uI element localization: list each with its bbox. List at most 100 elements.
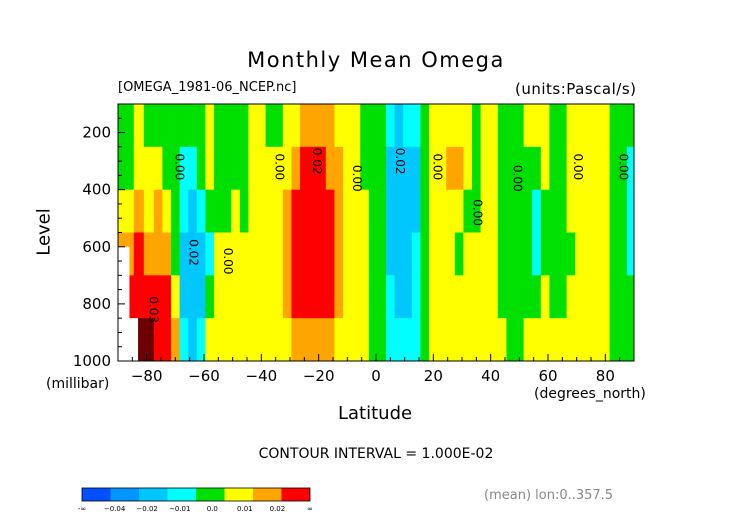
contour-cell [618,189,628,233]
contour-cell [506,146,516,191]
contour-cell [291,104,301,148]
contour-cell [351,146,361,191]
contour-cell [153,146,163,191]
contour-cell [343,104,353,148]
contour-cell [368,232,378,276]
contour-cell [214,104,224,148]
x-tick-label: 60 [538,367,557,385]
contour-cell [248,104,258,148]
contour-cell [214,189,224,233]
contour-cell [601,104,611,148]
contour-cell [248,146,258,191]
contour-cell [592,318,602,362]
contour-label: 0.00 [172,153,186,180]
contour-cell [583,104,593,148]
contour-cell [377,232,387,276]
contour-cell [257,232,267,276]
contour-cell [308,146,318,191]
contour-cell [411,146,421,191]
contour-cell [515,232,525,276]
contour-cell [239,232,249,276]
y-axis-units: (millibar) [46,376,110,392]
contour-cell [118,146,135,191]
contour-cell [171,318,181,362]
contour-cell [626,275,635,319]
contour-cell [403,275,413,319]
contour-cell [497,146,507,191]
contour-label: 0.00 [511,165,525,192]
contour-cell [300,146,310,191]
contour-cell [566,275,576,319]
contour-cell [575,104,585,148]
contour-cell [386,146,396,191]
contour-cell [429,232,439,276]
contour-label: 0.02 [393,148,407,175]
contour-cell [472,146,482,191]
contour-cell [368,318,378,362]
contour-cell [231,189,241,233]
contour-cell [377,318,387,362]
contour-cell [523,189,533,233]
contour-cell [282,189,292,233]
colorbar-label: −0.02 [136,505,157,513]
contour-cell [265,232,275,276]
y-tick-label: 400 [82,181,111,199]
contour-cell [515,146,525,191]
contour-cell [214,232,224,276]
contour-cell [411,104,421,148]
contour-cell [317,104,327,148]
contour-cell [171,232,181,276]
contour-cell [506,232,516,276]
contour-cell [566,232,576,276]
contour-cell [454,318,464,362]
contour-cell [300,232,310,276]
colorbar-label: 0.0 [207,505,218,513]
colorbar-swatch [139,488,168,501]
contour-cell [583,232,593,276]
contour-cell [601,189,611,233]
contour-cell [506,318,516,362]
contour-cell [360,104,370,148]
contour-cell [291,146,301,191]
contour-cell [583,189,593,233]
contour-cell [558,232,568,276]
y-tick-label: 600 [82,238,111,256]
contour-cell [171,146,181,191]
contour-cell [446,189,456,233]
contour-cell [179,189,189,233]
contour-cell [532,318,542,362]
contour-cell [205,146,215,191]
contour-cell [222,146,232,191]
contour-cell [411,275,421,319]
colorbar-label: ∞ [307,505,313,513]
contour-label: 0.02 [187,239,201,266]
contour-cell [446,275,456,319]
y-tick-label: 200 [82,124,111,142]
contour-cell [601,146,611,191]
contour-cell [429,104,439,148]
contour-cell [558,318,568,362]
colorbar-swatch [110,488,139,501]
contour-cell [411,318,421,362]
contour-cell [497,232,507,276]
contour-cell [282,318,292,362]
contour-cell [472,104,482,148]
contour-cell [463,318,473,362]
contour-cell [575,189,585,233]
contour-cell [171,275,181,319]
contour-cell [360,146,370,191]
contour-cell [325,146,335,191]
contour-cell [343,232,353,276]
contour-cell [231,275,241,319]
contour-cell [360,275,370,319]
contour-cell [291,232,301,276]
contour-cell [489,104,499,148]
contour-cell [274,318,284,362]
contour-cell [325,232,335,276]
contour-cell [583,318,593,362]
contour-cell [463,232,473,276]
contour-cell [360,189,370,233]
contour-cell [265,146,275,191]
contour-cell [308,232,318,276]
contour-cell [540,275,550,319]
